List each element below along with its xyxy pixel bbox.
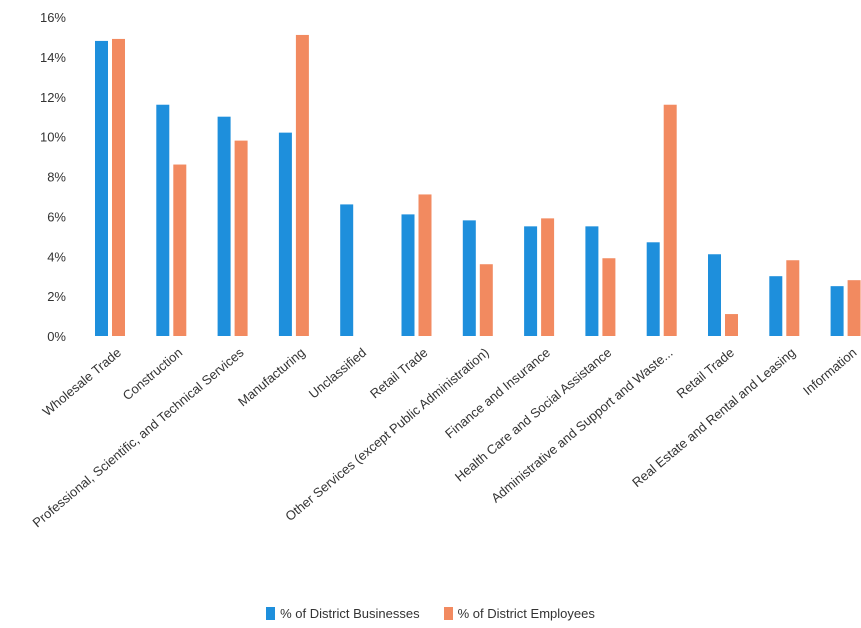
legend-item-businesses: % of District Businesses [266,606,420,621]
legend-label-businesses: % of District Businesses [280,606,420,621]
bar-employees [479,264,493,336]
bar-businesses [830,286,844,336]
bar-businesses [585,226,599,336]
y-tick-label: 12% [40,90,66,105]
category-label: Construction [120,345,186,403]
bars [95,34,861,337]
category-label: Finance and Insurance [442,345,553,442]
category-label: Retail Trade [367,345,430,402]
y-tick-label: 0% [47,329,66,344]
category-label: Other Services (except Public Administra… [282,345,491,524]
bar-employees [602,258,616,336]
legend-swatch-businesses [266,607,276,620]
bar-employees [541,218,555,336]
bar-employees [663,104,677,336]
bar-businesses [278,132,292,336]
y-tick-label: 2% [47,289,66,304]
y-tick-label: 16% [40,10,66,25]
legend: % of District Businesses % of District E… [0,606,861,621]
bar-employees [112,38,125,337]
bar-employees [234,140,248,336]
y-axis: 0% 2% 4% 6% 8% 10% 12% 14% 16% [40,10,66,344]
bar-businesses [462,220,476,336]
legend-swatch-employees [443,607,453,620]
bar-businesses [401,214,415,336]
bar-employees [725,314,738,336]
y-tick-label: 4% [47,249,66,264]
bar-businesses [646,242,660,336]
bar-employees [173,164,187,336]
y-tick-label: 10% [40,130,66,145]
bar-businesses [708,254,721,336]
legend-label-employees: % of District Employees [457,606,595,621]
bar-businesses [524,226,538,336]
category-label: Professional, Scientific, and Technical … [29,344,246,530]
bar-employees [418,194,432,336]
legend-item-employees: % of District Employees [443,606,595,621]
y-tick-label: 6% [47,209,66,224]
bar-businesses [95,40,108,337]
category-label: Unclassified [306,345,369,402]
x-axis-labels: Wholesale TradeConstructionProfessional,… [29,344,859,530]
bar-businesses [156,104,170,336]
bar-employees [786,260,800,336]
bar-businesses [340,204,354,336]
y-tick-label: 14% [40,50,66,65]
bar-employees [847,280,861,336]
y-tick-label: 8% [47,170,66,185]
category-label: Retail Trade [674,345,737,402]
bar-businesses [217,116,231,336]
category-label: Manufacturing [235,345,308,409]
bar-businesses [769,276,783,336]
category-label: Wholesale Trade [40,345,124,419]
bar-employees [295,34,309,336]
category-label: Information [800,345,859,398]
